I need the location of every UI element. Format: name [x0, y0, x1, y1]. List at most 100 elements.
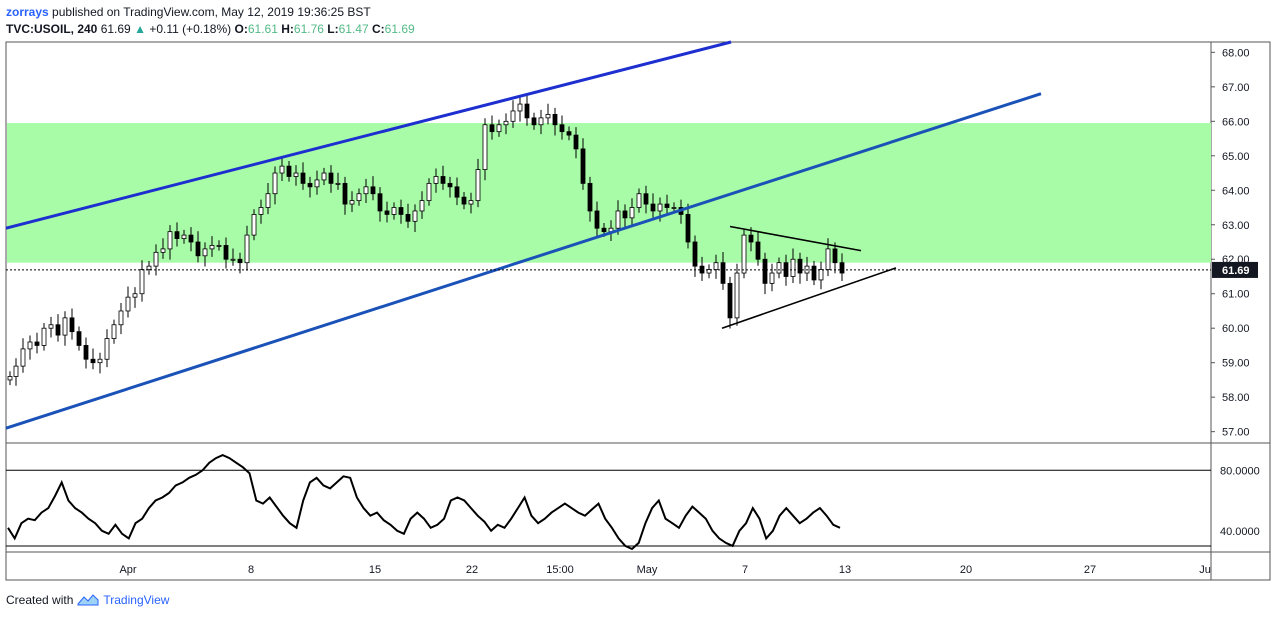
candle-body	[664, 203, 670, 208]
candle-body	[363, 186, 369, 195]
oscillator-line	[7, 454, 841, 551]
candle-body	[468, 200, 474, 205]
candle-body	[76, 331, 82, 346]
candle-body	[594, 210, 600, 229]
time-tick-label: 15:00	[546, 564, 574, 576]
candle-body	[398, 207, 404, 215]
candle-body	[433, 176, 439, 184]
time-tick-label: 13	[839, 564, 851, 576]
lower_channel-line	[5, 92, 1042, 430]
chart-border	[5, 41, 1271, 581]
symbol-label: TVC:USOIL, 240	[6, 22, 98, 36]
ohlc-line: TVC:USOIL, 240 61.69 ▲ +0.11 (+0.18%) O:…	[6, 21, 415, 38]
footer: Created with TradingView	[6, 593, 169, 607]
time-tick-label: 8	[248, 564, 254, 576]
candle-body	[104, 338, 110, 360]
price-tick-label: 59.00	[1222, 358, 1250, 370]
candle-body	[286, 165, 292, 177]
candle-body	[48, 324, 54, 329]
candle-body	[685, 214, 691, 243]
close-label: C:	[371, 22, 385, 36]
close-value: 61.69	[384, 22, 415, 36]
candle-body	[552, 114, 558, 126]
oscillator-pane: 80.0000 40.0000	[6, 454, 1260, 551]
candle-body	[223, 245, 229, 260]
candle-body	[713, 262, 719, 270]
drawing-lines	[5, 40, 1211, 430]
candle-body	[132, 293, 138, 298]
candle-body	[384, 210, 390, 215]
candle-body	[321, 172, 327, 181]
candle-body	[573, 134, 579, 150]
price-tick-label: 61.00	[1222, 289, 1250, 301]
price-tick-label: 63.00	[1222, 220, 1250, 232]
candle-body	[237, 258, 243, 264]
time-tick-label: 7	[742, 564, 748, 576]
price-tick-label: 64.00	[1222, 185, 1250, 197]
candle-body	[601, 227, 607, 233]
created-with-text: Created with	[6, 593, 74, 607]
candle-body	[160, 248, 166, 253]
candle-body	[629, 207, 635, 219]
candle-body	[622, 210, 628, 219]
candle-body	[580, 148, 586, 184]
candle-body	[496, 124, 502, 133]
candle-body	[769, 272, 775, 284]
candle-body	[636, 193, 642, 208]
upper_channel-line	[5, 40, 732, 230]
candle-body	[776, 262, 782, 274]
high-value: 61.76	[293, 22, 324, 36]
candle-body	[419, 200, 425, 212]
candle-body	[615, 210, 621, 229]
candle-body	[391, 207, 397, 215]
candle-body	[461, 196, 467, 205]
candle-body	[125, 296, 131, 312]
candle-body	[545, 114, 551, 119]
candle-body	[510, 110, 516, 122]
candle-body	[153, 251, 159, 267]
price-tick-label: 66.00	[1222, 116, 1250, 128]
time-tick-label: 20	[960, 564, 972, 576]
candle-body	[405, 214, 411, 222]
candle-body	[258, 207, 264, 215]
candle-body	[524, 103, 530, 119]
candle-body	[62, 317, 68, 336]
candle-body	[181, 234, 187, 239]
candle-body	[230, 258, 236, 261]
resistance-zone-fill	[7, 123, 1211, 263]
candle-body	[13, 365, 19, 377]
candle-body	[335, 182, 341, 185]
candle-body	[447, 182, 453, 188]
candle-body	[27, 341, 33, 350]
candle-body	[377, 193, 383, 212]
candle-body	[314, 179, 320, 188]
candle-body	[342, 182, 348, 205]
candle-body	[657, 203, 663, 212]
candle-body	[818, 269, 824, 281]
candle-body	[83, 345, 89, 360]
candle-body	[300, 172, 306, 184]
chart-frame	[5, 41, 1271, 581]
candle-body	[755, 241, 761, 260]
candle-body	[216, 245, 222, 247]
time-tick-label: Ju	[1199, 564, 1211, 576]
candle-body	[202, 248, 208, 257]
tradingview-link[interactable]: TradingView	[103, 593, 170, 607]
price-tick-label: 57.00	[1222, 427, 1250, 439]
candle-body	[643, 193, 649, 205]
time-tick-label: May	[637, 564, 658, 576]
candle-body	[146, 265, 152, 270]
oscillator-tick-label: 40.0000	[1220, 526, 1260, 538]
candle-body	[34, 341, 40, 346]
candle-body	[503, 120, 509, 126]
candle-body	[188, 234, 194, 243]
candle-body	[20, 348, 26, 367]
candle-body	[741, 234, 747, 274]
candle-body	[412, 210, 418, 222]
publish-line: zorrays published on TradingView.com, Ma…	[6, 4, 415, 21]
time-tick-label: 27	[1084, 564, 1096, 576]
author-link[interactable]: zorrays	[6, 5, 49, 19]
candle-body	[328, 172, 334, 184]
candle-body	[7, 376, 13, 381]
